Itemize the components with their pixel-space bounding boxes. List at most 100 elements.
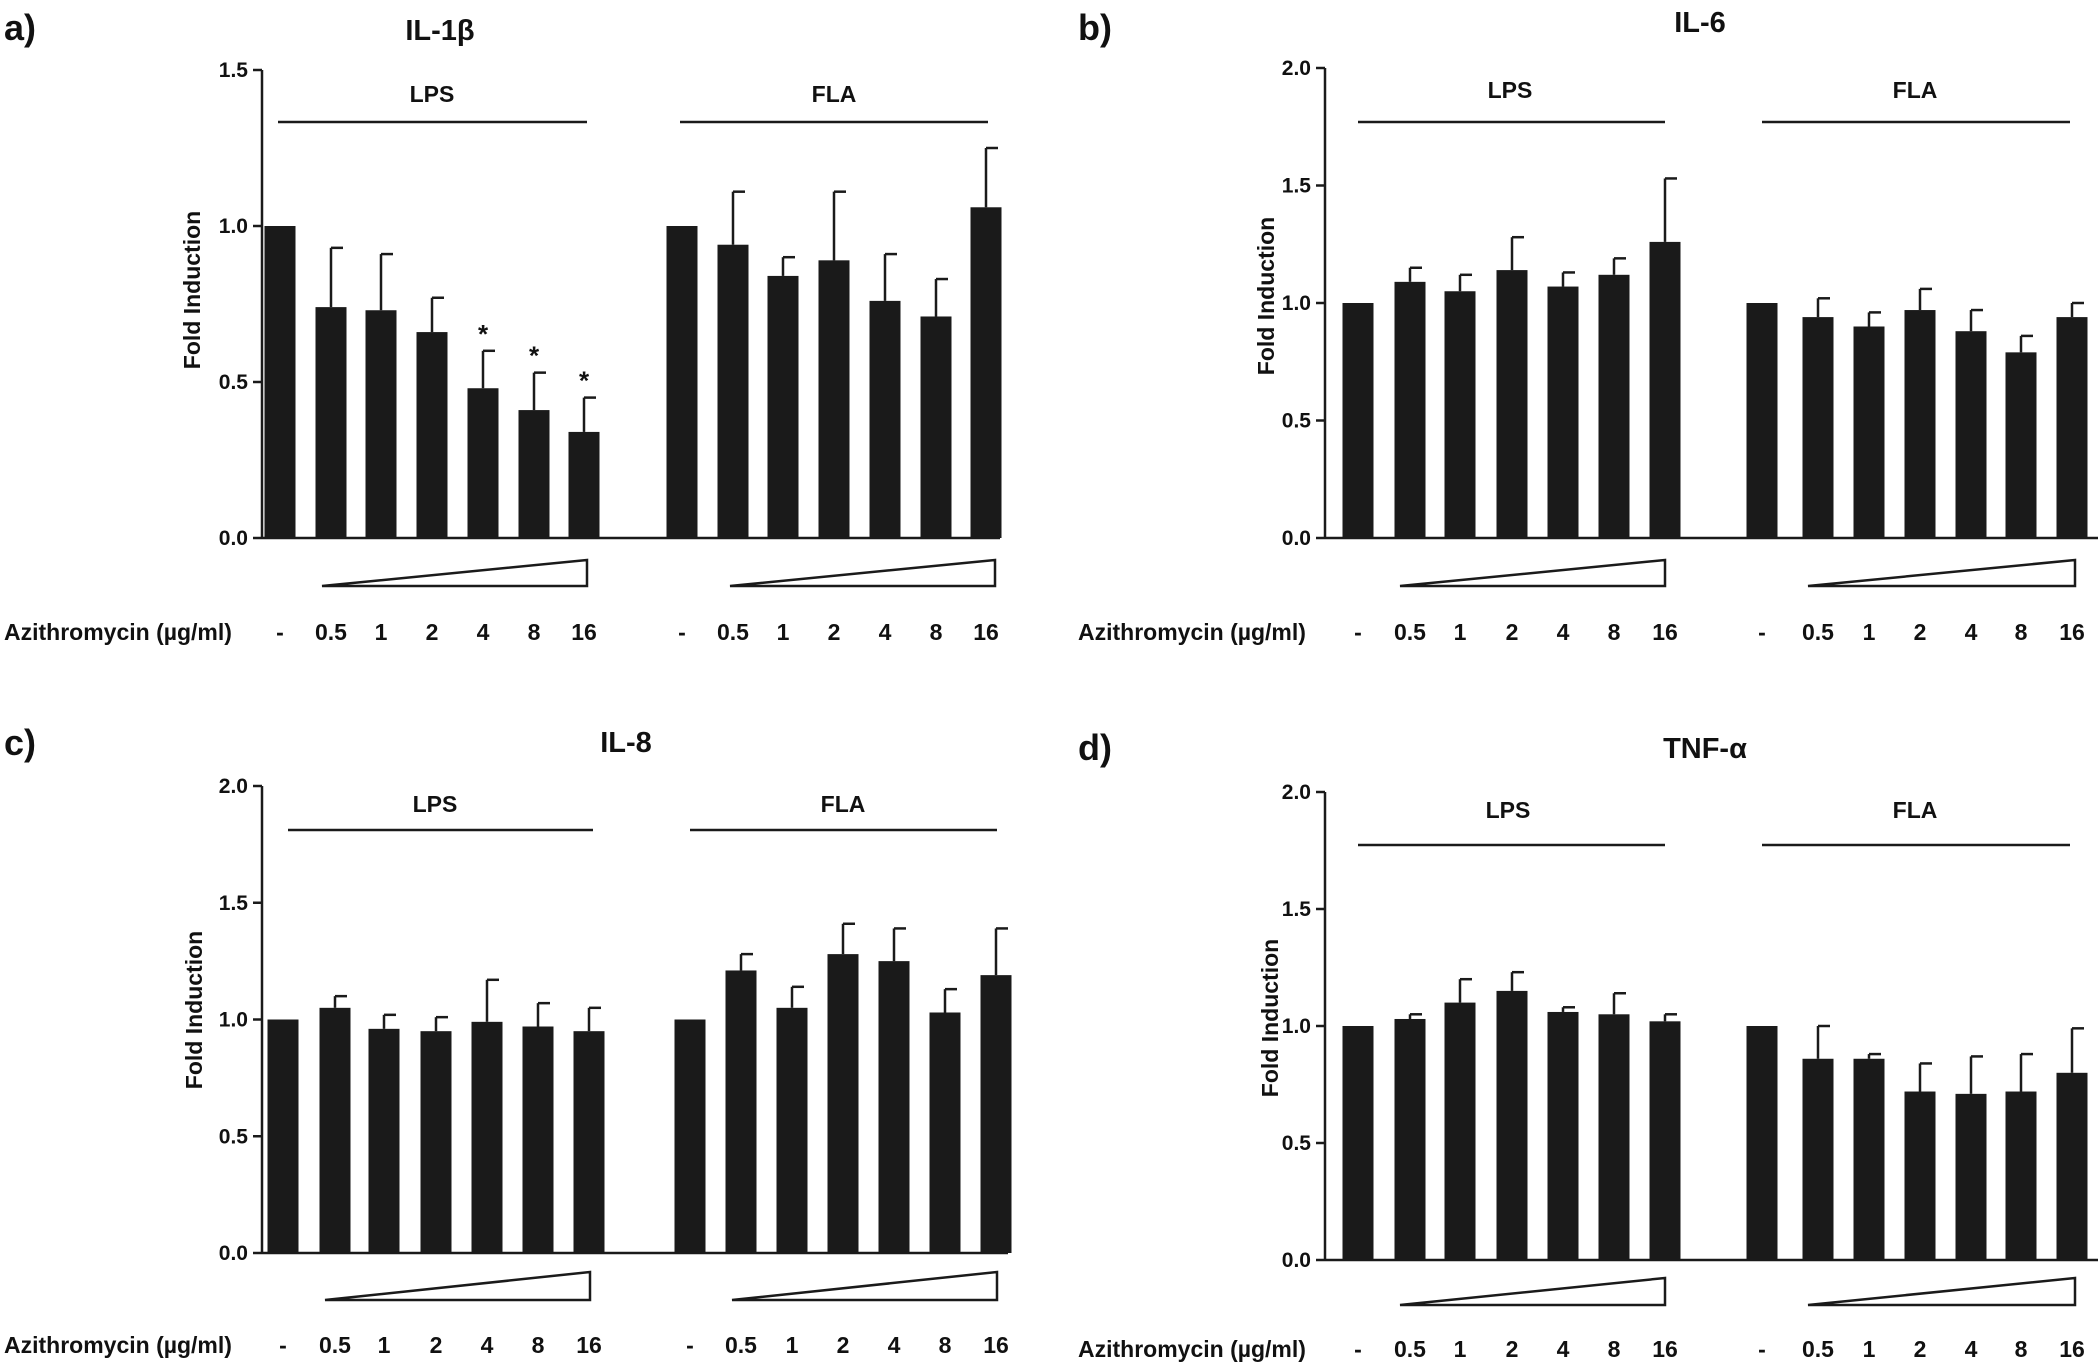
y-tick-label: 1.5 bbox=[219, 59, 249, 82]
y-tick-label: 0.0 bbox=[219, 527, 248, 550]
y-tick-label: 1.0 bbox=[1282, 292, 1311, 315]
bar-lps bbox=[1496, 270, 1528, 538]
x-category-label: 16 bbox=[973, 619, 999, 645]
x-category-label: 2 bbox=[430, 1332, 443, 1358]
bar-fla bbox=[1746, 1026, 1778, 1260]
bar-lps bbox=[1496, 990, 1528, 1260]
bar-fla bbox=[1955, 331, 1987, 538]
bar-fla bbox=[1802, 1058, 1834, 1260]
bar-lps bbox=[1649, 1021, 1681, 1260]
group-label: FLA bbox=[1893, 797, 1938, 823]
x-category-label: 0.5 bbox=[725, 1332, 757, 1358]
x-category-label: 1 bbox=[1454, 619, 1467, 645]
x-axis-caption: Azithromycin (µg/ml) bbox=[4, 1332, 232, 1358]
bar-fla bbox=[776, 1007, 808, 1253]
bar-lps bbox=[1394, 281, 1426, 538]
bar-fla bbox=[878, 961, 910, 1253]
x-category-label: 8 bbox=[1608, 619, 1621, 645]
group-label: LPS bbox=[410, 81, 455, 107]
bar-fla bbox=[2005, 352, 2037, 538]
x-category-label: 1 bbox=[1863, 619, 1876, 645]
y-axis-label: Fold Induction bbox=[179, 211, 205, 369]
x-category-label: 2 bbox=[1506, 1336, 1519, 1362]
chart-panel-2: b) IL-6 Fold Induction 0.0 0.5 1.0 1.5 2.0 LPS FL… bbox=[1078, 7, 2098, 645]
x-category-label: 16 bbox=[1652, 1336, 1678, 1362]
concentration-wedge bbox=[729, 558, 997, 588]
x-category-label: 2 bbox=[1914, 619, 1927, 645]
x-category-label: 8 bbox=[2015, 1336, 2028, 1362]
x-category-label: 0.5 bbox=[319, 1332, 351, 1358]
y-tick-label: 1.0 bbox=[1282, 1015, 1311, 1038]
y-tick-label: 1.5 bbox=[1282, 898, 1312, 921]
panel-title: IL-1β bbox=[405, 15, 474, 47]
x-category-label: - bbox=[276, 619, 284, 645]
y-tick-label: 1.0 bbox=[219, 1009, 248, 1032]
x-category-label: 8 bbox=[532, 1332, 545, 1358]
panel-letter: d) bbox=[1078, 727, 1112, 768]
concentration-wedge bbox=[1399, 558, 1667, 588]
x-category-label: 4 bbox=[888, 1332, 901, 1358]
concentration-wedge bbox=[1807, 1276, 2077, 1307]
x-category-label: 8 bbox=[930, 619, 943, 645]
significance-star: * bbox=[529, 341, 540, 371]
bar-fla bbox=[666, 226, 698, 538]
y-tick-label: 0.5 bbox=[219, 1125, 249, 1148]
x-category-label: 16 bbox=[2059, 1336, 2085, 1362]
bar-fla bbox=[1904, 310, 1936, 538]
chart-panel-4: d) TNF-α Fold Induction 0.0 0.5 1.0 1.5 2.0 LPS F… bbox=[1078, 727, 2098, 1362]
x-category-label: 0.5 bbox=[315, 619, 347, 645]
x-category-label: 16 bbox=[571, 619, 597, 645]
bar-fla bbox=[1904, 1091, 1936, 1260]
bar-lps bbox=[573, 1031, 605, 1253]
bar-fla bbox=[1853, 326, 1885, 538]
x-category-label: 16 bbox=[576, 1332, 602, 1358]
concentration-wedge bbox=[1399, 1276, 1667, 1307]
x-category-label: 4 bbox=[1557, 1336, 1570, 1362]
concentration-wedge bbox=[731, 1270, 999, 1302]
bar-lps bbox=[1394, 1018, 1426, 1260]
y-axis-label: Fold Induction bbox=[1257, 939, 1283, 1097]
y-tick-label: 0.5 bbox=[1282, 410, 1312, 433]
x-category-label: - bbox=[279, 1332, 287, 1358]
bar-lps bbox=[522, 1026, 554, 1253]
bar-lps bbox=[420, 1031, 452, 1253]
y-tick-label: 2.0 bbox=[1282, 781, 1311, 804]
x-category-label: 1 bbox=[1863, 1336, 1876, 1362]
y-tick-label: 2.0 bbox=[219, 775, 248, 798]
significance-star: * bbox=[579, 366, 590, 396]
group-label: FLA bbox=[821, 791, 866, 817]
bar-lps bbox=[1547, 1011, 1579, 1260]
x-category-label: 4 bbox=[1965, 619, 1978, 645]
x-category-label: - bbox=[1758, 619, 1766, 645]
x-category-label: 0.5 bbox=[1394, 1336, 1426, 1362]
bar-fla bbox=[2056, 317, 2088, 538]
bar-fla bbox=[674, 1019, 706, 1253]
x-category-label: - bbox=[1354, 1336, 1362, 1362]
x-category-label: 2 bbox=[426, 619, 439, 645]
x-category-label: 2 bbox=[837, 1332, 850, 1358]
x-category-label: 1 bbox=[375, 619, 388, 645]
x-category-label: 8 bbox=[2015, 619, 2028, 645]
panel-title: IL-8 bbox=[600, 727, 652, 759]
x-category-label: - bbox=[678, 619, 686, 645]
chart-panel-3: c) IL-8 Fold Induction 0.0 0.5 1.0 1.5 2.0 LPS FL… bbox=[4, 722, 1012, 1358]
x-category-label: 1 bbox=[1454, 1336, 1467, 1362]
bar-lps bbox=[319, 1007, 351, 1253]
x-category-label: 4 bbox=[879, 619, 892, 645]
concentration-wedge bbox=[321, 558, 589, 588]
group-label: FLA bbox=[1893, 77, 1938, 103]
x-category-label: 16 bbox=[1652, 619, 1678, 645]
bar-fla bbox=[1853, 1058, 1885, 1260]
bar-lps bbox=[315, 307, 347, 538]
bar-fla bbox=[920, 316, 952, 538]
bar-fla bbox=[970, 207, 1002, 538]
bar-lps bbox=[1444, 291, 1476, 538]
y-tick-label: 0.5 bbox=[219, 371, 249, 394]
x-category-label: 4 bbox=[1965, 1336, 1978, 1362]
x-category-label: 0.5 bbox=[1802, 1336, 1834, 1362]
bar-fla bbox=[827, 954, 859, 1253]
y-tick-label: 0.0 bbox=[1282, 527, 1311, 550]
y-tick-label: 1.5 bbox=[1282, 175, 1312, 198]
y-axis-label: Fold Induction bbox=[181, 931, 207, 1089]
x-category-label: 4 bbox=[481, 1332, 494, 1358]
